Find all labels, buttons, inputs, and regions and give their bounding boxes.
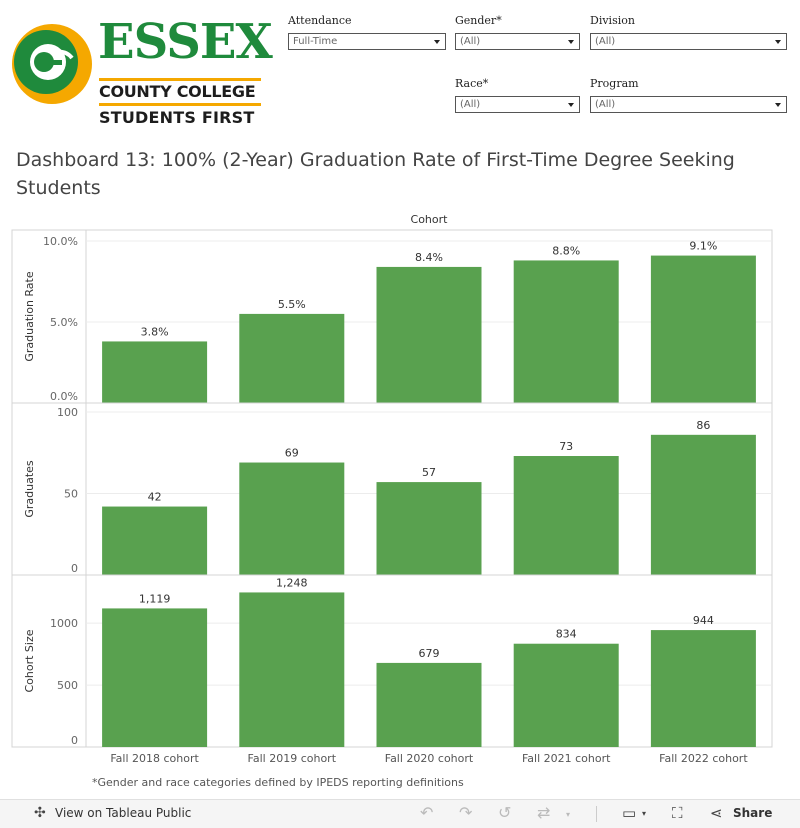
column-header-cohort: Cohort (411, 213, 449, 226)
bar (513, 456, 619, 575)
filter-division-label: Division (590, 14, 635, 27)
undo-icon[interactable]: ↶ (420, 803, 434, 822)
bar (102, 608, 208, 747)
data-label: 679 (419, 647, 440, 660)
data-label: 9.1% (689, 240, 717, 253)
graduation-chart: Cohort 0.0% 5.0% 10.0% Graduation Rate 3.8% 5.… (11, 213, 773, 765)
logo-wordmark-essex: ESSEX (98, 14, 273, 70)
y-axis-title: Graduation Rate (23, 271, 36, 362)
bar (102, 341, 208, 403)
x-tick-label: Fall 2021 cohort (522, 752, 611, 765)
y-tick-label: 10.0% (43, 235, 78, 248)
filter-race-value: (All) (460, 99, 481, 110)
filter-race-label: Race* (455, 77, 489, 90)
bar (102, 506, 208, 575)
filter-race-select[interactable]: (All) (455, 96, 580, 113)
filter-division-value: (All) (595, 36, 616, 47)
tableau-logo-icon: ✣ (34, 805, 46, 821)
data-label: 1,119 (139, 592, 171, 605)
college-logo: ESSEX COUNTY COLLEGE STUDENTS FIRST (0, 0, 280, 140)
data-label: 5.5% (278, 298, 306, 311)
filter-program-select[interactable]: (All) (590, 96, 787, 113)
data-label: 3.8% (141, 325, 169, 338)
bar (239, 313, 345, 403)
y-tick-label: 0.0% (50, 390, 78, 403)
refresh-icon[interactable]: ⇄ (537, 803, 551, 822)
tableau-toolbar: ✣ View on Tableau Public ↶ ↷ ↺ ⇄ ▾ ▭ ▾ ⛶… (0, 799, 800, 828)
chevron-down-icon[interactable]: ▾ (566, 810, 571, 819)
logo-wordmark-county: COUNTY COLLEGE (99, 82, 256, 101)
revert-icon[interactable]: ↺ (498, 803, 512, 822)
device-preview-icon[interactable]: ▭ (622, 804, 637, 822)
bar (513, 260, 619, 403)
chevron-down-icon (568, 103, 574, 107)
dashboard-title: Dashboard 13: 100% (2-Year) Graduation R… (16, 149, 735, 199)
filter-program-value: (All) (595, 99, 616, 110)
bar (376, 482, 482, 575)
chevron-down-icon (434, 40, 440, 44)
chevron-down-icon (775, 103, 781, 107)
toolbar-divider (596, 806, 597, 822)
data-label: 1,248 (276, 576, 308, 589)
chevron-down-icon[interactable]: ▾ (642, 809, 647, 818)
x-tick-label: Fall 2022 cohort (659, 752, 748, 765)
view-on-tableau-public-label: View on Tableau Public (55, 806, 192, 820)
chevron-down-icon (568, 40, 574, 44)
y-axis-title: Cohort Size (23, 629, 36, 692)
filter-gender-select[interactable]: (All) (455, 33, 580, 50)
filter-program-label: Program (590, 77, 639, 90)
redo-icon[interactable]: ↷ (459, 803, 473, 822)
x-tick-label: Fall 2019 cohort (248, 752, 337, 765)
y-tick-label: 1000 (50, 617, 78, 630)
bar (513, 643, 619, 747)
bar (239, 462, 345, 575)
data-label: 57 (422, 466, 436, 479)
data-label: 944 (693, 614, 714, 627)
bar (239, 592, 345, 747)
data-label: 8.4% (415, 251, 443, 264)
y-tick-label: 0 (71, 734, 78, 747)
logo-wordmark-students: STUDENTS FIRST (99, 108, 255, 127)
fullscreen-icon[interactable]: ⛶ (672, 804, 683, 822)
bar (376, 662, 482, 747)
bar (650, 630, 756, 747)
filter-gender-label: Gender* (455, 14, 502, 27)
data-label: 86 (696, 419, 710, 432)
y-tick-label: 0 (71, 562, 78, 575)
filter-division-select[interactable]: (All) (590, 33, 787, 50)
data-label: 69 (285, 447, 299, 460)
filter-attendance-label: Attendance (288, 14, 352, 27)
logo-rule-bottom (99, 103, 261, 106)
share-icon: ⋖ (710, 804, 723, 822)
data-label: 73 (559, 440, 573, 453)
y-tick-label: 500 (57, 679, 78, 692)
share-label: Share (733, 806, 773, 820)
data-label: 8.8% (552, 244, 580, 257)
y-tick-label: 100 (57, 406, 78, 419)
bar (650, 255, 756, 403)
filter-attendance-select[interactable]: Full-Time (288, 33, 446, 50)
x-tick-label: Fall 2018 cohort (110, 752, 199, 765)
logo-mark-icon (12, 24, 92, 104)
logo-rule-top (99, 78, 261, 81)
filter-attendance-value: Full-Time (293, 36, 338, 47)
footnote: *Gender and race categories defined by I… (92, 776, 464, 789)
y-axis-title: Graduates (23, 460, 36, 518)
chevron-down-icon (775, 40, 781, 44)
y-tick-label: 50 (64, 488, 78, 501)
filter-gender-value: (All) (460, 36, 481, 47)
data-label: 42 (148, 491, 162, 504)
bar (376, 266, 482, 403)
x-tick-label: Fall 2020 cohort (385, 752, 474, 765)
y-tick-label: 5.0% (50, 316, 78, 329)
data-label: 834 (556, 628, 577, 641)
bar (650, 434, 756, 575)
